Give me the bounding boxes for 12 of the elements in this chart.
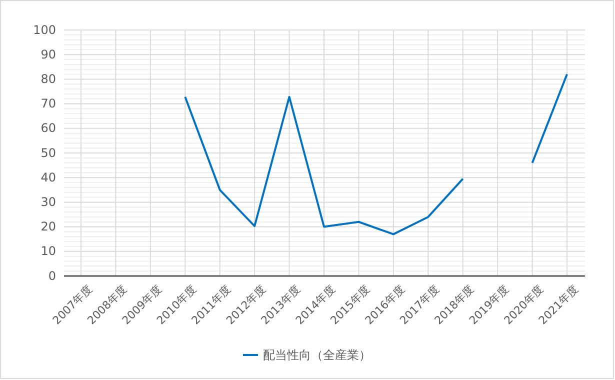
y-tick-label: 70: [40, 96, 56, 111]
y-tick-label: 60: [40, 121, 56, 136]
y-tick-label: 30: [40, 195, 56, 210]
y-tick-label: 20: [40, 220, 56, 234]
y-tick-label: 90: [40, 47, 56, 62]
y-tick-label: 0: [48, 268, 56, 283]
y-tick-label: 50: [40, 146, 56, 160]
legend-label: 配当性向（全産業）: [263, 348, 371, 362]
y-tick-label: 40: [40, 170, 56, 184]
y-tick-label: 10: [40, 244, 56, 258]
y-tick-label: 100: [33, 22, 56, 37]
y-tick-label: 80: [40, 72, 56, 86]
